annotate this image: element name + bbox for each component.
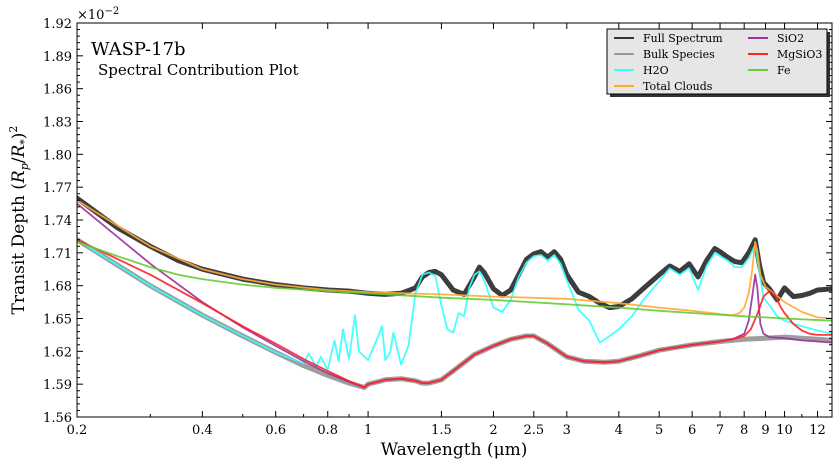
legend-entries: Full Spectrum Bulk Species H2O Total Clouds… — [614, 32, 822, 93]
y-tick-label: 1.77 — [43, 181, 72, 196]
y-label-post: ) — [9, 133, 29, 140]
y-label-sup: 2 — [7, 126, 20, 133]
y-tick-label: 1.68 — [43, 280, 72, 295]
y-multiplier: ×10−2 — [77, 6, 119, 23]
series-line-fe — [77, 241, 832, 322]
x-tick-label: 5 — [655, 423, 663, 438]
x-tick-label: 0.8 — [317, 423, 338, 438]
x-tick-label: 3 — [563, 423, 571, 438]
y-tick-label: 1.83 — [43, 116, 72, 131]
y-tick-label: 1.86 — [43, 83, 72, 98]
x-tick-label: 9 — [761, 423, 769, 438]
legend-label-total-clouds: Total Clouds — [643, 80, 713, 93]
y-tick-label: 1.56 — [43, 411, 72, 426]
legend-label-mgsio3: MgSiO3 — [777, 48, 822, 61]
y-label-p-sub: p — [18, 163, 31, 170]
x-tick-label: 7 — [716, 423, 724, 438]
y-tick-label: 1.89 — [43, 50, 72, 65]
legend-label-h2o: H2O — [643, 64, 669, 77]
legend-label-bulk-species: Bulk Species — [643, 48, 715, 61]
y-tick-label: 1.59 — [43, 378, 72, 393]
x-tick-label: 10 — [776, 423, 793, 438]
y-label-pre: Transit Depth ( — [9, 183, 29, 314]
y-tick-label: 1.65 — [43, 313, 72, 328]
chart-title: WASP-17b — [91, 39, 186, 60]
series-line-full-spectrum — [77, 195, 832, 311]
y-axis-label: Transit Depth (Rp/R*)2 — [7, 126, 31, 315]
legend-label-sio2: SiO2 — [777, 32, 804, 45]
y-tick-label: 1.92 — [43, 17, 72, 32]
y-multiplier-base: ×10 — [77, 8, 104, 23]
legend: Full Spectrum Bulk Species H2O Total Clouds… — [606, 28, 830, 97]
y-tick-label: 1.71 — [43, 247, 72, 262]
series-layer — [77, 195, 832, 390]
y-label-rp: R — [9, 170, 29, 184]
x-tick-label: 0.6 — [265, 423, 286, 438]
y-multiplier-exponent: −2 — [104, 6, 119, 17]
y-label-slash: / — [9, 157, 29, 163]
y-tick-label: 1.74 — [43, 214, 72, 229]
y-label-rs: R — [9, 145, 29, 159]
x-tick-label: 0.2 — [67, 423, 88, 438]
y-tick-label: 1.80 — [43, 148, 72, 163]
x-tick-label: 0.4 — [192, 423, 213, 438]
y-label-s-sub: * — [18, 139, 31, 145]
x-tick-label: 2 — [489, 423, 497, 438]
x-tick-label: 8 — [740, 423, 748, 438]
x-tick-label: 2.5 — [523, 423, 544, 438]
y-tick-label: 1.62 — [43, 345, 72, 360]
series-line-total-clouds — [77, 199, 832, 320]
legend-label-fe: Fe — [777, 64, 791, 77]
series-line-h2o — [77, 238, 832, 371]
x-tick-label: 6 — [688, 423, 696, 438]
ticks-layer: 0.2 0.4 0.6 0.8 1 1.5 2 2.5 3 4 5 6 7 8 9 10 12 1.56 1.59 1… — [43, 17, 833, 438]
x-tick-label: 1 — [364, 423, 372, 438]
legend-label-full-spectrum: Full Spectrum — [643, 32, 723, 45]
series-line-mgsio3 — [77, 238, 832, 389]
legend-box — [606, 28, 828, 95]
x-tick-label: 4 — [615, 423, 623, 438]
chart-subtitle: Spectral Contribution Plot — [98, 61, 299, 79]
x-tick-label: 12 — [809, 423, 826, 438]
x-tick-label: 1.5 — [431, 423, 452, 438]
x-axis-label: Wavelength (μm) — [381, 440, 528, 460]
